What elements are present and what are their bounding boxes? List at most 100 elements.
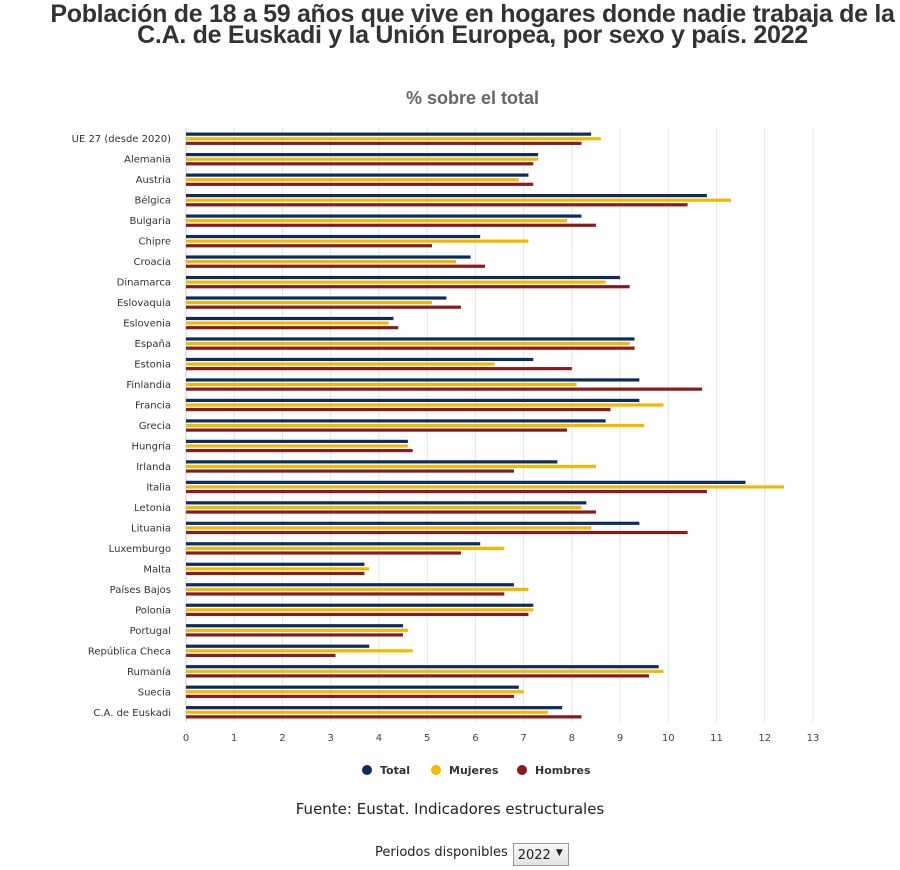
- period-dropdown[interactable]: 2022 ▼: [512, 843, 569, 866]
- bar-mujeres: [186, 219, 568, 223]
- bar-total: [186, 542, 481, 546]
- bar-mujeres: [186, 403, 664, 407]
- bar-total: [186, 665, 659, 669]
- category-label: España: [135, 339, 171, 350]
- bar-total: [186, 480, 746, 484]
- period-label: Periodos disponibles: [375, 845, 508, 860]
- bar-hombres: [186, 141, 582, 145]
- bar-total: [186, 460, 558, 464]
- category-label: Eslovaquia: [117, 298, 171, 309]
- bar-mujeres: [186, 198, 732, 202]
- x-tick-label: 13: [807, 733, 820, 744]
- category-label: Alemania: [124, 155, 171, 166]
- bar-mujeres: [186, 587, 529, 591]
- category-label: Luxemburgo: [109, 544, 171, 555]
- bar-total: [186, 419, 606, 423]
- bar-total: [186, 685, 519, 689]
- category-label: Austria: [136, 175, 171, 186]
- bar-total: [186, 357, 534, 362]
- bar-total: [186, 275, 621, 280]
- bar-hombres: [186, 162, 534, 166]
- bar-mujeres: [186, 628, 408, 632]
- bar-hombres: [186, 510, 596, 514]
- bar-hombres: [186, 387, 703, 391]
- bar-total: [186, 173, 529, 177]
- x-tick-label: 7: [520, 733, 526, 744]
- bar-hombres: [186, 653, 336, 658]
- bar-total: [186, 234, 481, 239]
- x-tick-label: 6: [472, 733, 478, 744]
- x-tick-label: 4: [376, 733, 382, 744]
- bar-mujeres: [186, 505, 582, 510]
- bar-total: [186, 316, 394, 321]
- bar-total: [186, 624, 404, 628]
- x-tick-label: 8: [569, 733, 575, 744]
- bar-hombres: [186, 571, 365, 576]
- category-label: Dinamarca: [117, 278, 171, 289]
- x-tick-label: 0: [183, 733, 189, 744]
- x-tick-label: 3: [328, 733, 334, 744]
- bar-mujeres: [186, 239, 529, 243]
- period-selector: Periodos disponibles 2022 ▼: [375, 843, 569, 866]
- category-label: Portugal: [130, 626, 171, 637]
- legend-marker-total: [362, 765, 372, 775]
- bar-total: [186, 706, 563, 710]
- bar-mujeres: [186, 280, 606, 284]
- bar-mujeres: [186, 444, 408, 448]
- bar-total: [186, 398, 640, 403]
- x-tick-label: 11: [710, 733, 723, 744]
- bar-mujeres: [186, 178, 519, 182]
- bar-total: [186, 193, 707, 198]
- bar-total: [186, 378, 640, 382]
- category-label: Letonia: [134, 503, 171, 514]
- x-tick-label: 10: [662, 733, 675, 744]
- category-label: Rumanía: [127, 666, 171, 678]
- category-label: Malta: [143, 564, 171, 575]
- bar-hombres: [186, 326, 399, 330]
- legend-label-hombres: Hombres: [535, 764, 591, 777]
- bar-mujeres: [186, 341, 630, 346]
- bar-hombres: [186, 244, 432, 248]
- bar-mujeres: [186, 157, 539, 161]
- bar-hombres: [186, 223, 596, 227]
- bar-hombres: [186, 592, 505, 596]
- bar-hombres: [186, 612, 529, 617]
- bar-mujeres: [186, 301, 432, 305]
- category-label: Suecia: [138, 687, 171, 698]
- bar-total: [186, 132, 592, 136]
- category-label: República Checa: [88, 645, 171, 657]
- bar-hombres: [186, 530, 688, 535]
- legend-label-total: Total: [380, 764, 410, 777]
- period-selected-value: 2022: [517, 848, 551, 863]
- bar-hombres: [186, 489, 707, 494]
- bar-mujeres: [186, 526, 592, 530]
- legend-label-mujeres: Mujeres: [449, 764, 499, 777]
- bar-hombres: [186, 408, 611, 412]
- category-label: Francia: [135, 401, 171, 412]
- chevron-down-icon: ▼: [555, 848, 563, 858]
- bar-total: [186, 644, 370, 648]
- bar-mujeres: [186, 710, 548, 714]
- bar-hombres: [186, 551, 461, 555]
- bar-total: [186, 153, 539, 157]
- bar-mujeres: [186, 649, 413, 653]
- category-label: Croacia: [133, 257, 171, 268]
- bar-total: [186, 521, 640, 525]
- legend-marker-mujeres: [431, 765, 441, 775]
- bar-total: [186, 214, 582, 218]
- bar-mujeres: [186, 567, 370, 571]
- category-label: Polonia: [135, 605, 171, 616]
- source-note: Fuente: Eustat. Indicadores estructurale…: [295, 800, 605, 818]
- category-label: UE 27 (desde 2020): [72, 134, 171, 145]
- x-tick-label: 9: [617, 733, 623, 744]
- bar-hombres: [186, 469, 514, 473]
- bar-mujeres: [186, 669, 664, 673]
- category-label: C.A. de Euskadi: [93, 708, 171, 719]
- bar-hombres: [186, 633, 404, 637]
- category-label: Bélgica: [134, 195, 171, 207]
- x-tick-label: 12: [758, 733, 771, 744]
- bar-hombres: [186, 182, 534, 186]
- bar-mujeres: [186, 382, 577, 387]
- bar-mujeres: [186, 260, 457, 264]
- bar-hombres: [186, 305, 461, 309]
